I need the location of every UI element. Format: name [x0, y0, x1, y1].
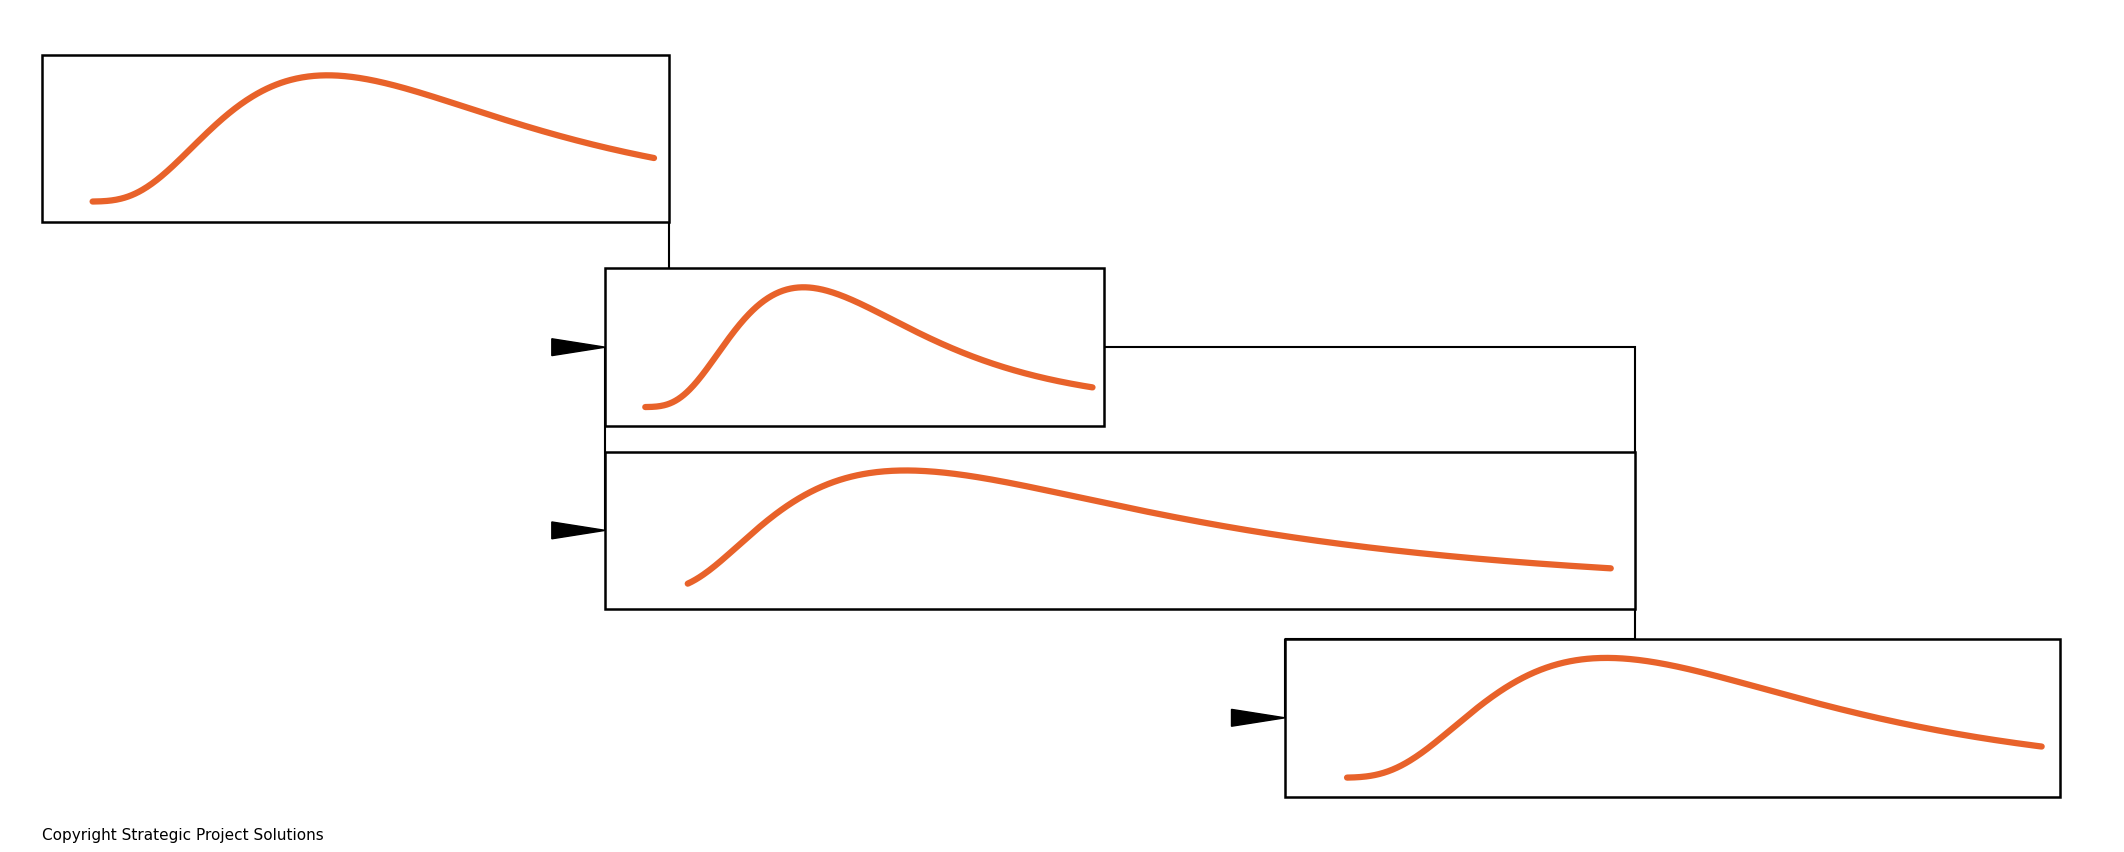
Bar: [605, 268, 1104, 426]
Bar: [605, 452, 1635, 609]
Polygon shape: [552, 339, 605, 355]
Polygon shape: [1232, 710, 1285, 726]
Bar: [42, 55, 669, 222]
Bar: [1285, 639, 2060, 797]
Polygon shape: [552, 522, 605, 538]
Text: Copyright Strategic Project Solutions: Copyright Strategic Project Solutions: [42, 828, 325, 843]
